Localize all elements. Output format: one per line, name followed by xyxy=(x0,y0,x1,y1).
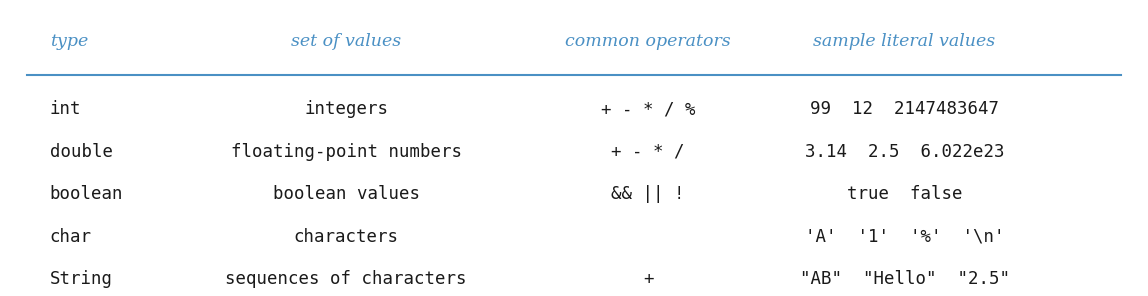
Text: int: int xyxy=(49,100,82,118)
Text: true  false: true false xyxy=(847,185,962,203)
Text: characters: characters xyxy=(294,228,398,246)
Text: 99  12  2147483647: 99 12 2147483647 xyxy=(810,100,999,118)
Text: boolean: boolean xyxy=(49,185,123,203)
Text: sample literal values: sample literal values xyxy=(814,33,995,50)
Text: + - * /: + - * / xyxy=(612,143,685,161)
Text: integers: integers xyxy=(304,100,388,118)
Text: set of values: set of values xyxy=(290,33,401,50)
Text: 'A'  '1'  '%'  '\n': 'A' '1' '%' '\n' xyxy=(805,228,1004,246)
Text: String: String xyxy=(49,271,113,289)
Text: floating-point numbers: floating-point numbers xyxy=(231,143,461,161)
Text: sequences of characters: sequences of characters xyxy=(225,271,467,289)
Text: boolean values: boolean values xyxy=(272,185,419,203)
Text: 3.14  2.5  6.022e23: 3.14 2.5 6.022e23 xyxy=(805,143,1004,161)
Text: && || !: && || ! xyxy=(612,185,685,203)
Text: +: + xyxy=(643,271,653,289)
Text: + - * / %: + - * / % xyxy=(600,100,696,118)
Text: double: double xyxy=(49,143,113,161)
Text: "AB"  "Hello"  "2.5": "AB" "Hello" "2.5" xyxy=(799,271,1009,289)
Text: common operators: common operators xyxy=(565,33,731,50)
Text: type: type xyxy=(49,33,88,50)
Text: char: char xyxy=(49,228,92,246)
